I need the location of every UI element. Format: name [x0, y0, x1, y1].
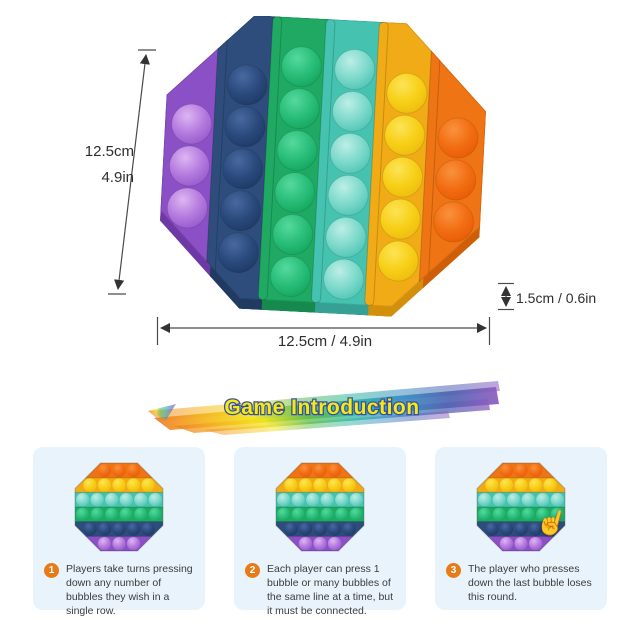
height-dimension-label: 12.5cm 4.9in: [46, 139, 134, 191]
mini-popit-octagon: [73, 461, 165, 553]
mini-popit-octagon: [475, 461, 567, 553]
thickness-dimension-label: 1.5cm / 0.6in: [516, 290, 596, 306]
instruction-card-1: 1 Players take turns pressing down any n…: [33, 447, 205, 610]
height-cm: 12.5cm: [46, 139, 134, 165]
banner-title: Game Introduction: [224, 396, 419, 419]
mini-popit-image-2: [274, 461, 366, 553]
instruction-cards: 1 Players take turns pressing down any n…: [0, 447, 640, 610]
step-2-badge: 2: [245, 563, 260, 578]
height-in: 4.9in: [46, 165, 134, 191]
step-3-text: The player who presses down the last bub…: [468, 562, 596, 604]
width-dimension-label: 12.5cm / 4.9in: [238, 333, 412, 350]
mini-popit-octagon: [274, 461, 366, 553]
game-introduction-banner: Game Introduction: [146, 378, 502, 436]
mini-popit-image-1: [73, 461, 165, 553]
step-3-badge: 3: [446, 563, 461, 578]
step-1-badge: 1: [44, 563, 59, 578]
mini-popit-image-3: ☝: [475, 461, 567, 553]
instruction-card-2: 2 Each player can press 1 bubble or many…: [234, 447, 406, 610]
step-1-text: Players take turns pressing down any num…: [66, 562, 194, 618]
step-2-text: Each player can press 1 bubble or many b…: [267, 562, 395, 618]
instruction-card-3: ☝ 3 The player who presses down the last…: [435, 447, 607, 610]
